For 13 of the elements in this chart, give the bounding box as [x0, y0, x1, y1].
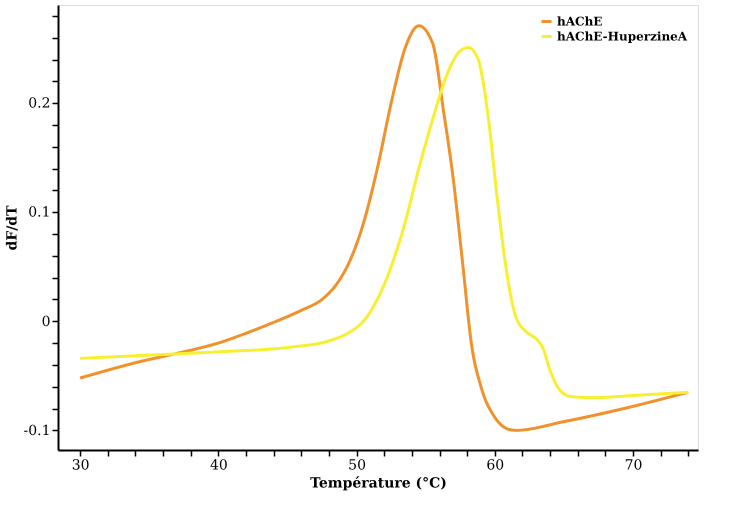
y-axis-title: dF/dT [4, 204, 21, 251]
legend-label: hAChE [557, 14, 602, 28]
y-tick-label: 0.1 [28, 204, 50, 221]
x-tick-label: 60 [486, 458, 504, 474]
x-tick-label: 40 [210, 458, 228, 474]
x-tick-label: 70 [624, 458, 642, 474]
x-axis-title: Température (°C) [310, 476, 447, 492]
x-tick-label: 30 [72, 458, 90, 474]
y-tick-label: -0.1 [24, 422, 50, 439]
y-tick-label: 0.2 [28, 96, 50, 112]
y-tick-label: 0 [42, 314, 50, 330]
x-tick-label: 50 [348, 458, 366, 474]
legend-label: hAChE-HuperzineA [557, 30, 688, 44]
